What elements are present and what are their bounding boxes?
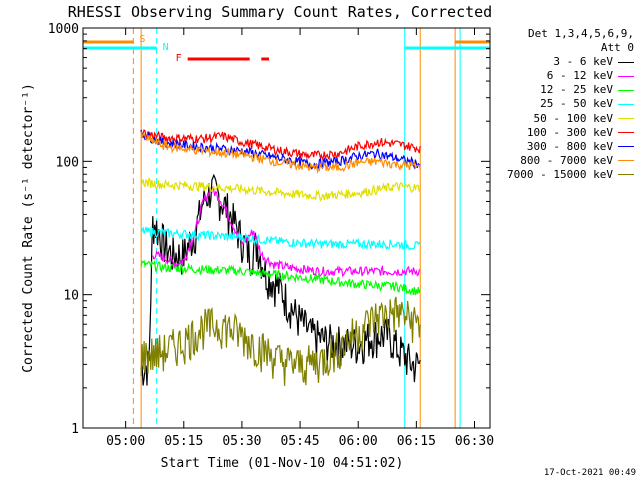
legend-label-0: 3 - 6 keV xyxy=(553,55,613,69)
series-line-1 xyxy=(152,186,421,278)
legend-item-8: 7000 - 15000 keV xyxy=(474,168,634,182)
y-axis-label: Corrected Count Rate (s⁻¹ detector⁻¹) xyxy=(21,83,36,373)
y-tick-label-0: 1 xyxy=(71,422,79,437)
legend-swatch-7 xyxy=(618,160,634,162)
y-tick-label-1: 10 xyxy=(63,289,79,304)
legend-swatch-5 xyxy=(618,132,634,134)
series-line-7 xyxy=(140,131,421,175)
x-tick-label-1: 05:15 xyxy=(164,434,203,449)
plot-area: S NF xyxy=(83,28,490,428)
series-line-3 xyxy=(140,225,421,251)
footer-date: 17-Oct-2021 00:49 xyxy=(544,468,636,478)
legend-label-2: 12 - 25 keV xyxy=(540,83,613,97)
legend-item-2: 12 - 25 keV xyxy=(474,83,634,97)
legend-item-3: 25 - 50 keV xyxy=(474,97,634,111)
legend-item-6: 300 - 800 keV xyxy=(474,140,634,154)
series-line-8 xyxy=(140,296,421,386)
legend-label-8: 7000 - 15000 keV xyxy=(507,167,613,181)
series-line-0 xyxy=(140,173,421,386)
night-flag-label: N xyxy=(163,42,169,53)
x-tick-label-6: 06:30 xyxy=(455,434,494,449)
axes: 05:00 05:15 05:30 05:45 06:00 06:15 06:30 1 10 10… xyxy=(48,22,494,449)
legend-label-3: 25 - 50 keV xyxy=(540,97,613,111)
saa-flag-label: S xyxy=(139,34,145,45)
legend-label-1: 6 - 12 keV xyxy=(546,69,613,83)
series-line-4 xyxy=(140,177,421,202)
legend-swatch-2 xyxy=(618,89,634,91)
legend-swatch-0 xyxy=(618,61,634,63)
chart-title: RHESSI Observing Summary Count Rates, Co… xyxy=(68,3,492,21)
plot-frame xyxy=(82,27,491,429)
flare-flag-label: F xyxy=(176,53,182,64)
legend-label-5: 100 - 300 keV xyxy=(526,125,613,139)
legend-item-4: 50 - 100 keV xyxy=(474,112,634,126)
legend-header-detectors: Det 1,3,4,5,6,9, xyxy=(528,27,634,40)
x-tick-label-2: 05:30 xyxy=(222,434,261,449)
legend-swatch-3 xyxy=(618,104,634,106)
legend-label-4: 50 - 100 keV xyxy=(533,111,613,125)
x-tick-label-4: 06:00 xyxy=(339,434,378,449)
x-tick-label-0: 05:00 xyxy=(106,434,145,449)
legend-label-6: 300 - 800 keV xyxy=(526,139,613,153)
legend-swatch-4 xyxy=(618,118,634,120)
series-line-5 xyxy=(140,129,421,161)
y-tick-label-3: 1000 xyxy=(48,22,79,37)
legend-item-5: 100 - 300 keV xyxy=(474,126,634,140)
legend-header-attenuator: Att 0 xyxy=(600,41,634,55)
legend-swatch-6 xyxy=(618,146,634,148)
legend: Det 1,3,4,5,6,9, Att 0 3 - 6 keV 6 - 12 k… xyxy=(474,27,634,182)
legend-item-0: 3 - 6 keV xyxy=(474,55,634,69)
legend-item-1: 6 - 12 keV xyxy=(474,69,634,83)
x-axis-label: Start Time (01-Nov-10 04:51:02) xyxy=(161,456,404,471)
series-line-2 xyxy=(140,259,421,296)
legend-swatch-1 xyxy=(618,75,634,77)
legend-swatch-8 xyxy=(618,174,634,176)
y-tick-label-2: 100 xyxy=(56,155,79,170)
legend-label-7: 800 - 7000 keV xyxy=(520,153,613,167)
legend-item-7: 800 - 7000 keV xyxy=(474,154,634,168)
x-tick-label-3: 05:45 xyxy=(280,434,319,449)
x-tick-label-5: 06:15 xyxy=(397,434,436,449)
